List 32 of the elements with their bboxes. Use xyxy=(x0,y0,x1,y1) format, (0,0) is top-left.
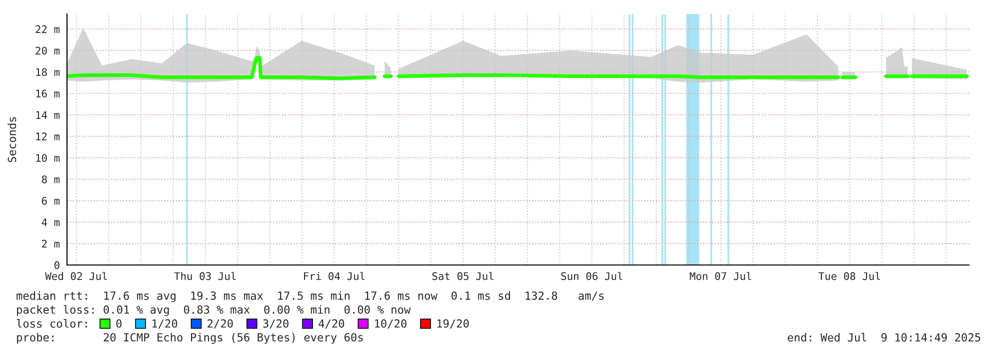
legend-label: 4/20 xyxy=(318,319,344,329)
text: median rtt: 17.6 ms avg 19.3 ms max 17.5 ms min 17.6 ms now 0.1 ms sd 132.8 am/s xyxy=(16,291,604,302)
x-tick-label: Wed 02 Jul xyxy=(45,272,107,280)
x-tick-label: Mon 07 Jul xyxy=(690,272,752,280)
legend-label: 3/20 xyxy=(263,319,288,329)
y-tick-label: 12 m xyxy=(36,132,60,140)
y-tick-label: 6 m xyxy=(42,196,60,205)
y-tick-label: 22 m xyxy=(36,25,60,33)
legend-title: loss color: xyxy=(16,319,87,328)
legend-label: 2/20 xyxy=(208,319,233,329)
text: packet loss: 0.01 % avg 0.83 % max 0.00 % min 0.00 % now xyxy=(17,305,411,316)
x-tick-label: Sat 05 Jul xyxy=(432,272,494,280)
y-axis-title: Seconds xyxy=(8,117,16,162)
text: probe: 20 ICMP Echo Pings (56 Bytes) every 60s xyxy=(17,332,363,344)
y-tick-label: 14 m xyxy=(36,111,60,119)
text: end: Wed Jul 9 10:14:49 2025 xyxy=(788,332,980,342)
y-tick-label: 2 m xyxy=(42,240,60,248)
x-tick-label: Sun 06 Jul xyxy=(561,272,622,280)
x-tick-label: Thu 03 Jul xyxy=(174,272,236,280)
x-tick-label: Tue 08 Jul xyxy=(818,272,880,280)
y-tick-label: 16 m xyxy=(36,90,60,98)
y-tick-label: 8 m xyxy=(42,175,60,184)
y-tick-label: 4 m xyxy=(42,218,60,226)
y-tick-label: 20 m xyxy=(36,46,60,55)
y-tick-label: 0 xyxy=(54,261,60,270)
x-tick-label: Fri 04 Jul xyxy=(304,272,365,280)
legend-label: 10/20 xyxy=(375,319,406,329)
y-tick-label: 18 m xyxy=(36,68,60,76)
legend-label: 1/20 xyxy=(152,319,178,329)
y-tick-label: 10 m xyxy=(36,154,60,162)
legend-label: 19/20 xyxy=(437,319,469,329)
legend-label: 0 xyxy=(116,319,122,328)
